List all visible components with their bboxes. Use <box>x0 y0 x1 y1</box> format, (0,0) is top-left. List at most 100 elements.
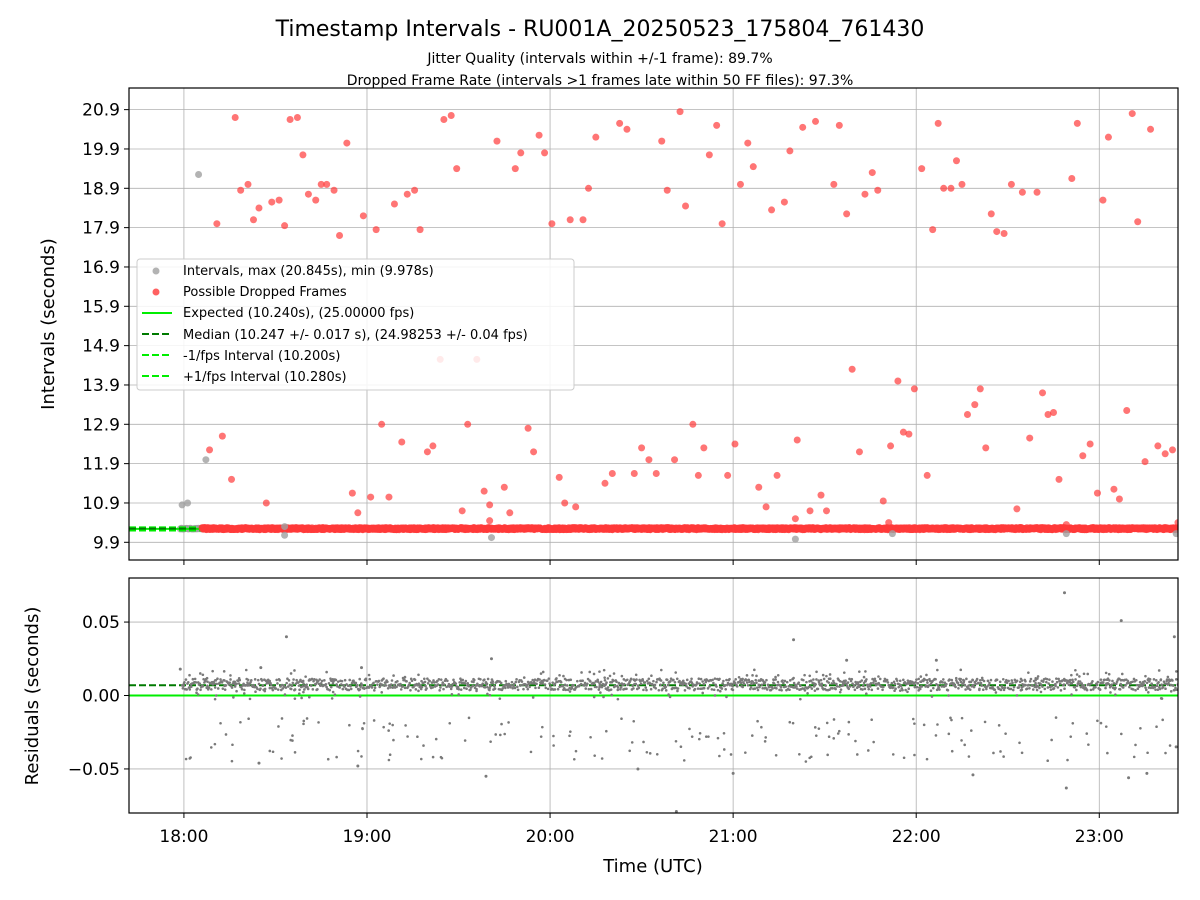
dropped-frame-point <box>952 157 960 165</box>
dropped-frame-point <box>879 497 887 505</box>
residual-point <box>1034 676 1038 680</box>
dropped-frame-point <box>1050 409 1058 416</box>
residual-point <box>214 694 218 697</box>
residual-point <box>1070 673 1073 677</box>
residual-point <box>565 678 568 682</box>
residual-point <box>642 688 645 692</box>
residual-point <box>358 688 362 691</box>
residual-point <box>213 697 217 701</box>
residual-point <box>724 687 728 691</box>
residual-point <box>820 684 824 688</box>
residual-point <box>301 679 305 683</box>
residual-point <box>569 730 572 733</box>
dropped-frame-point <box>440 115 448 123</box>
dropped-frame-point <box>486 501 494 509</box>
residual-point <box>191 677 195 681</box>
dropped-frame-point <box>464 420 472 428</box>
bottom-ticks: 18:00 19:00 20:00 21:00 22:00 23:00 0.05 0.00 −0… <box>68 613 1124 847</box>
residual-point <box>969 680 972 684</box>
dropped-frame-point <box>511 165 519 173</box>
residual-point <box>354 681 358 685</box>
residual-point <box>696 687 700 690</box>
residual-point <box>480 684 484 688</box>
residual-point <box>1156 688 1160 692</box>
residual-point <box>372 719 376 722</box>
residual-point <box>372 681 375 685</box>
residual-point <box>792 681 796 685</box>
residual-point <box>237 682 241 685</box>
residual-point <box>751 680 754 683</box>
residual-point <box>529 750 533 754</box>
residual-point <box>302 719 306 723</box>
residual-point <box>233 680 237 684</box>
residual-point <box>568 690 572 693</box>
dropped-frame-point <box>244 180 252 188</box>
dropped-frame-point <box>1161 450 1169 458</box>
residual-point <box>534 686 537 690</box>
residual-point <box>349 687 353 691</box>
residual-point <box>223 679 226 682</box>
residual-outlier-point <box>1062 591 1066 595</box>
residual-point <box>913 722 916 725</box>
residual-point <box>808 674 812 678</box>
dropped-frame-point <box>736 180 744 188</box>
residual-point <box>925 678 929 682</box>
residual-point <box>465 687 468 691</box>
chart-subtitle-jitter: Jitter Quality (intervals within +/-1 fr… <box>426 51 772 67</box>
residual-point <box>628 749 631 753</box>
residual-outlier-point <box>284 635 288 639</box>
residual-point <box>854 739 857 743</box>
residual-point <box>1168 744 1172 747</box>
residual-point <box>408 681 411 685</box>
residual-point <box>962 681 965 684</box>
residual-point <box>423 680 427 684</box>
residual-point <box>1152 678 1156 681</box>
dropped-frame-point <box>336 232 344 239</box>
dropped-frame-point <box>1115 495 1123 503</box>
residual-point <box>602 668 606 672</box>
residual-point <box>338 686 342 689</box>
residual-outlier-point <box>257 761 261 765</box>
residual-point <box>813 689 817 692</box>
dropped-frame-point <box>411 186 419 194</box>
residual-point <box>975 677 979 681</box>
residual-point <box>684 682 688 686</box>
residual-point <box>182 684 185 688</box>
residual-point <box>851 682 854 685</box>
residual-point <box>873 677 877 681</box>
residual-point <box>1056 686 1060 689</box>
legend-label-intervals: Intervals, max (20.845s), min (9.978s) <box>183 264 434 279</box>
residual-outlier-point <box>360 666 364 670</box>
residual-point <box>667 693 670 696</box>
residual-point <box>619 685 623 689</box>
top-y-tick-label: 11.9 <box>82 455 120 475</box>
residual-outlier-point <box>731 771 735 775</box>
residual-point <box>668 695 672 699</box>
residual-point <box>681 679 685 683</box>
residual-point <box>558 673 561 677</box>
residual-point <box>865 692 868 695</box>
residual-point <box>733 681 737 685</box>
residual-point <box>1052 687 1056 690</box>
dropped-frame-point <box>592 133 600 141</box>
residual-point <box>1078 680 1082 683</box>
interval-point <box>184 499 192 507</box>
residual-point <box>583 681 587 685</box>
residual-point <box>596 678 599 682</box>
dropped-frame-point <box>1026 434 1034 442</box>
residual-point <box>662 681 665 685</box>
dropped-frame-point <box>343 139 351 147</box>
residual-point <box>419 685 422 689</box>
residual-point <box>701 691 705 695</box>
residual-point <box>872 740 875 744</box>
residual-point <box>766 683 770 687</box>
residual-point <box>1165 679 1169 683</box>
residual-point <box>998 680 1002 684</box>
residual-point <box>877 675 880 678</box>
residual-outlier-point <box>178 667 182 671</box>
residual-point <box>760 725 763 729</box>
residual-point <box>318 678 322 681</box>
residual-point <box>913 685 917 689</box>
residual-point <box>1071 678 1074 682</box>
